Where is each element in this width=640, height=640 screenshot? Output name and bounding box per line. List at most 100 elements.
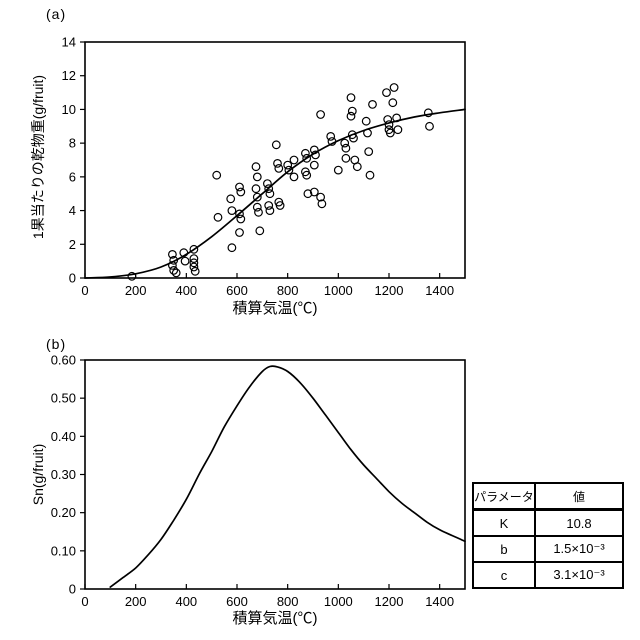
scatter-point bbox=[425, 121, 434, 131]
scatter-point bbox=[235, 209, 244, 219]
panel-b-label: (b) bbox=[46, 336, 67, 352]
scatter-point bbox=[341, 143, 351, 153]
panel-a-label: (a) bbox=[46, 6, 67, 22]
scatter-point bbox=[382, 88, 391, 97]
panel-a-x-axis-title: 積算気温(℃) bbox=[232, 300, 318, 317]
scatter-point bbox=[309, 187, 319, 197]
scatter-point bbox=[236, 187, 246, 197]
x-tick-label: 600 bbox=[226, 283, 248, 298]
scatter-point bbox=[363, 128, 372, 138]
scatter-point bbox=[346, 111, 356, 121]
scatter-point bbox=[388, 98, 398, 108]
scatter-point bbox=[167, 249, 177, 259]
scatter-point bbox=[236, 214, 246, 224]
y-tick-label: 0.60 bbox=[51, 353, 76, 368]
y-tick-label: 0 bbox=[69, 582, 76, 597]
scatter-point bbox=[127, 271, 137, 281]
scatter-point bbox=[385, 128, 395, 138]
scatter-point bbox=[289, 155, 299, 165]
y-tick-label: 10 bbox=[62, 102, 76, 117]
panel-b-x-axis-title: 積算気温(℃) bbox=[232, 610, 318, 627]
x-tick-label: 1200 bbox=[375, 283, 404, 298]
scatter-point bbox=[263, 179, 272, 189]
y-tick-label: 8 bbox=[69, 136, 76, 151]
scatter-point bbox=[309, 145, 319, 155]
scatter-point bbox=[213, 212, 223, 222]
y-tick-label: 14 bbox=[62, 35, 76, 50]
scatter-point bbox=[275, 201, 285, 210]
scatter-point bbox=[316, 110, 326, 119]
scatter-point bbox=[423, 108, 433, 118]
scatter-point bbox=[180, 256, 190, 266]
scatter-point bbox=[333, 165, 343, 175]
x-tick-label: 400 bbox=[175, 283, 197, 298]
scatter-point bbox=[274, 163, 284, 173]
scatter-point bbox=[352, 162, 362, 172]
param-value-c: 3.1×10⁻³ bbox=[534, 561, 624, 589]
panel-b-y-axis-title: Sn(g/fruit) bbox=[30, 443, 46, 506]
y-tick-label: 2 bbox=[69, 237, 76, 252]
x-tick-label: 0 bbox=[81, 283, 88, 298]
param-name-c: c bbox=[472, 561, 536, 589]
scatter-point bbox=[252, 192, 262, 202]
y-tick-label: 12 bbox=[62, 68, 76, 83]
param-name-b: b bbox=[472, 535, 536, 563]
scatter-point bbox=[169, 255, 179, 265]
scatter-point bbox=[383, 115, 393, 124]
scatter-point bbox=[346, 93, 356, 102]
scatter-point bbox=[316, 192, 326, 202]
table-row: K 10.8 bbox=[472, 508, 624, 537]
x-tick-label: 800 bbox=[277, 594, 299, 609]
scatter-point bbox=[189, 262, 199, 272]
scatter-point bbox=[301, 148, 310, 158]
parameter-table: パラメータ 値 K 10.8 b 1.5×10⁻³ c 3.1×10⁻³ bbox=[472, 482, 624, 589]
x-tick-label: 0 bbox=[81, 594, 88, 609]
scatter-point bbox=[235, 182, 244, 192]
x-tick-label: 600 bbox=[226, 594, 248, 609]
y-tick-label: 0.40 bbox=[51, 429, 76, 444]
panel-a-chart: 0 200 400 600 800 1000 1200 1400 0 2 4 6 8 10 12 14 bbox=[62, 35, 466, 298]
scatter-point bbox=[265, 206, 275, 216]
scatter-point bbox=[251, 184, 261, 194]
plot-frame bbox=[84, 41, 466, 279]
panel-b-chart: 0 200 400 600 800 1000 1200 1400 0 0.10 0.20 0.30 0.… bbox=[51, 353, 466, 609]
scatter-point bbox=[273, 158, 282, 168]
table-header-value: 値 bbox=[534, 482, 624, 511]
x-tick-label: 1400 bbox=[425, 594, 454, 609]
scatter-point bbox=[368, 99, 377, 109]
scatter-point bbox=[271, 140, 281, 150]
x-tick-label: 1000 bbox=[324, 594, 353, 609]
x-tick-label: 200 bbox=[125, 594, 147, 609]
scatter-point bbox=[252, 172, 262, 182]
x-tick-label: 1000 bbox=[324, 283, 353, 298]
scatter-point bbox=[341, 153, 351, 163]
scatter-point bbox=[364, 147, 374, 157]
scatter-point bbox=[190, 266, 200, 276]
scatter-point bbox=[252, 202, 262, 212]
table-header-parameter: パラメータ bbox=[472, 482, 536, 511]
scatter-point bbox=[289, 172, 299, 182]
scatter-point bbox=[227, 243, 237, 253]
scatter-point bbox=[326, 131, 336, 141]
param-name-K: K bbox=[472, 508, 536, 537]
scatter-point bbox=[169, 266, 179, 275]
scatter-point bbox=[303, 189, 313, 199]
scatter-point bbox=[392, 113, 402, 123]
scatter-point bbox=[264, 201, 274, 210]
x-tick-label: 400 bbox=[175, 594, 197, 609]
plot-frame bbox=[84, 359, 466, 590]
param-value-b: 1.5×10⁻³ bbox=[534, 535, 624, 563]
scatter-point bbox=[389, 83, 399, 92]
y-tick-label: 0.30 bbox=[51, 467, 76, 482]
scatter-point bbox=[384, 120, 394, 129]
scatter-point bbox=[189, 244, 199, 254]
y-tick-label: 0.50 bbox=[51, 391, 76, 406]
scatter-point bbox=[255, 226, 265, 236]
y-tick-label: 0 bbox=[69, 271, 76, 286]
data-curve bbox=[109, 365, 466, 588]
scatter-point bbox=[212, 170, 222, 180]
panel-a-y-axis-title: 1果当たりの乾物重(g/fruit) bbox=[30, 74, 46, 240]
scatter-point bbox=[167, 261, 177, 270]
scatter-point bbox=[251, 162, 261, 172]
